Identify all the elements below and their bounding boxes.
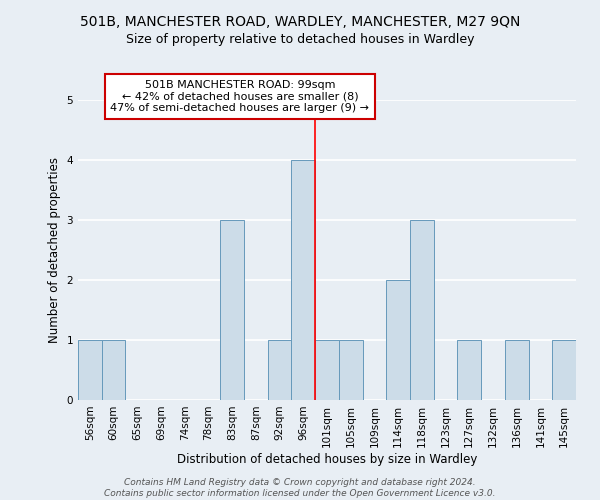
Bar [268,340,292,400]
Bar [505,340,529,400]
Bar [220,220,244,400]
Text: 501B, MANCHESTER ROAD, WARDLEY, MANCHESTER, M27 9QN: 501B, MANCHESTER ROAD, WARDLEY, MANCHEST… [80,15,520,29]
Bar [339,340,362,400]
Bar [292,160,315,400]
Bar [102,340,125,400]
Bar [410,220,434,400]
Bar [457,340,481,400]
Text: Size of property relative to detached houses in Wardley: Size of property relative to detached ho… [126,32,474,46]
Text: Contains HM Land Registry data © Crown copyright and database right 2024.
Contai: Contains HM Land Registry data © Crown c… [104,478,496,498]
Text: 501B MANCHESTER ROAD: 99sqm
← 42% of detached houses are smaller (8)
47% of semi: 501B MANCHESTER ROAD: 99sqm ← 42% of det… [110,80,370,113]
X-axis label: Distribution of detached houses by size in Wardley: Distribution of detached houses by size … [177,452,477,466]
Y-axis label: Number of detached properties: Number of detached properties [48,157,61,343]
Bar [78,340,102,400]
Bar [386,280,410,400]
Bar [315,340,339,400]
Bar [552,340,576,400]
